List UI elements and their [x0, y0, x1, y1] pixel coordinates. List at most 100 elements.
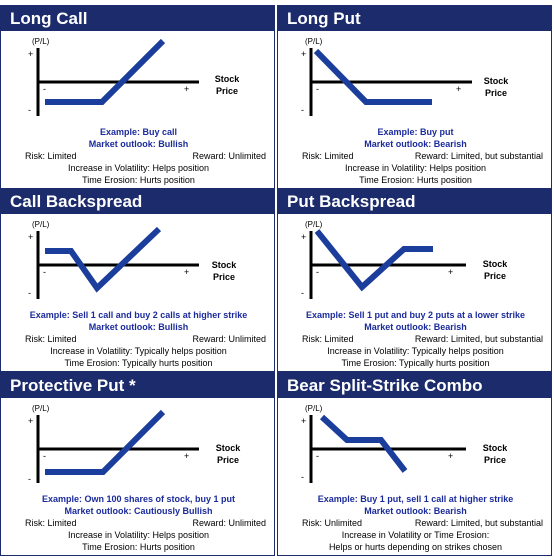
x-minus: - [43, 267, 46, 277]
outlook-text: Market outlook: Bullish [88, 322, 189, 332]
minus-sign: - [301, 472, 304, 482]
payoff-diagram [309, 48, 472, 116]
plus-sign: + [28, 416, 34, 426]
plus-sign: + [301, 416, 307, 426]
reward-text: Reward: Limited, but substantial [414, 518, 543, 528]
example-text: Example: Buy put [377, 127, 454, 137]
minus-sign: - [301, 105, 304, 115]
plus-sign: + [28, 49, 34, 59]
risk-text: Risk: Limited [302, 151, 354, 161]
payoff-line [45, 409, 166, 475]
erosion-text: Time Erosion: Typically hurts position [64, 358, 213, 368]
pl-label: (P/L) [32, 220, 50, 229]
strategy-info: Example: Own 100 shares of stock, buy 1 … [1, 493, 276, 553]
erosion-text: Time Erosion: Hurts position [82, 175, 195, 185]
stock-price-label: Stock Price [211, 260, 237, 282]
plus-sign: + [301, 49, 307, 59]
payoff-diagram [36, 226, 199, 299]
strategy-info: Example: Buy put Market outlook: Bearish… [278, 126, 553, 186]
minus-sign: - [301, 288, 304, 298]
volatility-text: Increase in Volatility: Typically helps … [327, 346, 504, 356]
panel-title: Long Put [278, 6, 551, 31]
erosion-text: Time Erosion: Typically hurts position [341, 358, 490, 368]
plus-sign: + [28, 232, 34, 242]
reward-text: Reward: Limited, but substantial [414, 334, 543, 344]
x-plus: + [448, 451, 454, 461]
minus-sign: - [28, 474, 31, 484]
outlook-text: Market outlook: Cautiously Bullish [64, 506, 213, 516]
stock-price-label: Stock Price [483, 76, 509, 98]
erosion-text: Time Erosion: Hurts position [359, 175, 472, 185]
volatility-text: Increase in Volatility: Helps position [67, 530, 210, 540]
erosion-text: Time Erosion: Hurts position [82, 542, 195, 552]
volatility-text: Increase in Volatility: Helps position [67, 163, 210, 173]
risk-text: Risk: Limited [25, 518, 77, 528]
x-minus: - [43, 451, 46, 461]
minus-sign: - [28, 105, 31, 115]
stock-price-label: Stock Price [215, 443, 241, 465]
panel-title: Bear Split-Strike Combo [278, 373, 551, 398]
panel-call-backspread: Call Backspread (P/L) + - - + Stock Price… [0, 188, 275, 372]
outlook-text: Market outlook: Bearish [364, 322, 467, 332]
x-plus: + [184, 84, 190, 94]
payoff-chart: (P/L) + - - + Stock Price [278, 214, 553, 309]
stock-price-label: Stock Price [482, 259, 508, 281]
payoff-chart: (P/L) + - - + Stock Price [1, 398, 276, 493]
plus-sign: + [301, 232, 307, 242]
payoff-line [45, 226, 162, 293]
payoff-chart: (P/L) + - - + Stock Price [278, 398, 553, 493]
payoff-chart: (P/L) + - - + Stock Price [1, 31, 276, 126]
panel-title: Long Call [1, 6, 274, 31]
outlook-text: Market outlook: Bullish [88, 139, 189, 149]
x-plus: + [448, 267, 454, 277]
reward-text: Reward: Unlimited [192, 518, 266, 528]
payoff-line [319, 414, 408, 473]
minus-sign: - [28, 288, 31, 298]
x-minus: - [43, 84, 46, 94]
payoff-diagram [309, 229, 466, 299]
payoff-line [45, 38, 166, 105]
payoff-chart: (P/L) + - - + Stock Price [1, 214, 276, 309]
payoff-line [314, 229, 433, 292]
payoff-line [313, 48, 432, 105]
payoff-chart: (P/L) + - - + Stock Price [278, 31, 553, 126]
volatility-text: Increase in Volatility: Typically helps … [50, 346, 227, 356]
outlook-text: Market outlook: Bearish [364, 139, 467, 149]
x-minus: - [316, 267, 319, 277]
panel-protective-put: Protective Put * (P/L) + - - + Stock Pric… [0, 372, 275, 556]
reward-text: Reward: Unlimited [192, 334, 266, 344]
risk-text: Risk: Unlimited [302, 518, 363, 528]
stock-price-label: Stock Price [214, 74, 240, 96]
erosion-text: Helps or hurts depending on strikes chos… [328, 542, 503, 552]
strategy-info: Example: Sell 1 put and buy 2 puts at a … [278, 309, 553, 369]
panel-title: Call Backspread [1, 189, 274, 214]
outlook-text: Market outlook: Bearish [364, 506, 467, 516]
x-plus: + [456, 84, 462, 94]
payoff-diagram [36, 38, 199, 116]
payoff-diagram [36, 409, 199, 483]
example-text: Example: Sell 1 put and buy 2 puts at a … [305, 310, 526, 320]
risk-text: Risk: Limited [25, 334, 77, 344]
example-text: Example: Buy 1 put, sell 1 call at highe… [317, 494, 514, 504]
example-text: Example: Own 100 shares of stock, buy 1 … [41, 494, 236, 504]
pl-label: (P/L) [305, 37, 323, 46]
payoff-diagram [309, 414, 466, 483]
pl-label: (P/L) [305, 220, 323, 229]
pl-label: (P/L) [32, 404, 50, 413]
panel-bear-split-strike-combo: Bear Split-Strike Combo (P/L) + - - + St… [277, 372, 552, 556]
volatility-text: Increase in Volatility: Helps position [344, 163, 487, 173]
stock-price-label: Stock Price [482, 443, 508, 465]
x-plus: + [184, 451, 190, 461]
pl-label: (P/L) [32, 37, 50, 46]
panel-title: Put Backspread [278, 189, 551, 214]
strategy-info: Example: Buy call Market outlook: Bullis… [1, 126, 276, 186]
strategy-info: Example: Buy 1 put, sell 1 call at highe… [278, 493, 553, 553]
panel-title: Protective Put * [1, 373, 274, 398]
volatility-text: Increase in Volatility or Time Erosion: [341, 530, 490, 540]
panel-put-backspread: Put Backspread (P/L) + - - + Stock Price … [277, 188, 552, 372]
x-plus: + [184, 267, 190, 277]
pl-label: (P/L) [305, 404, 323, 413]
panel-long-put: Long Put (P/L) + - - + Stock Price Exampl… [277, 5, 552, 189]
panel-long-call: Long Call (P/L) + - - + Stock Price Examp… [0, 5, 275, 189]
